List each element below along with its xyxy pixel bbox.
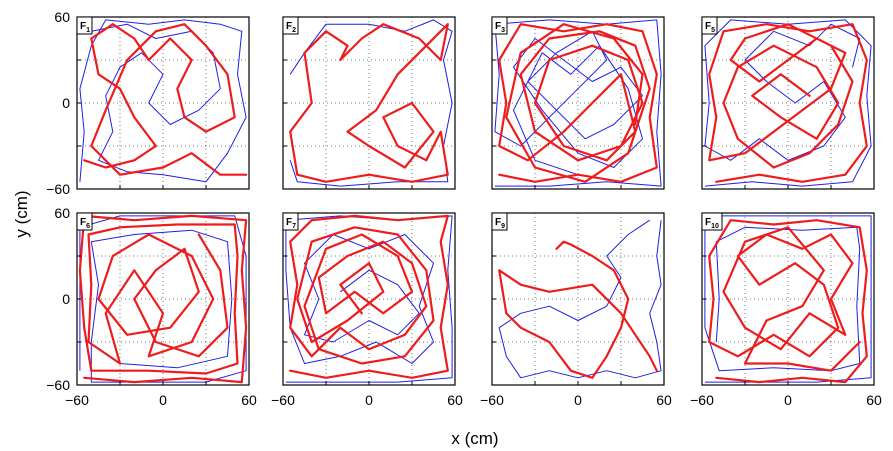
- x-tick-label: 60: [241, 392, 257, 408]
- panel-label-box: [701, 212, 723, 231]
- y-tick-label: 0: [62, 291, 70, 307]
- panel-F7: F7: [282, 212, 456, 386]
- panel-F1: F1: [76, 16, 250, 190]
- y-tick-label: 60: [54, 9, 70, 25]
- panel-label-subscript: 10: [711, 223, 719, 230]
- panel-label-subscript: 1: [86, 27, 90, 34]
- x-tick-label: −60: [65, 392, 89, 408]
- y-tick-label: 60: [54, 205, 70, 221]
- y-axis-label: y (cm): [12, 190, 31, 237]
- panel-F5: F5: [701, 16, 875, 190]
- trajectory-thin: [704, 19, 872, 187]
- trajectory-thick: [498, 23, 658, 183]
- panel-frame: [491, 212, 665, 386]
- panel-label-subscript: 3: [501, 27, 505, 34]
- x-tick-label: −60: [480, 392, 504, 408]
- panel-label-box: [76, 16, 93, 35]
- trajectory-thick: [708, 23, 868, 183]
- panel-label-box: [491, 16, 508, 35]
- trajectory-thin: [289, 19, 453, 187]
- panel-F3: F3: [491, 16, 665, 190]
- y-tick-label: 0: [62, 95, 70, 111]
- panel-label-subscript: 6: [86, 223, 90, 230]
- panel-label: F7: [286, 217, 296, 230]
- trajectory-thick: [289, 214, 449, 379]
- trajectory-thin: [494, 19, 662, 187]
- panel-label: F3: [495, 21, 505, 34]
- panel-label-box: [76, 212, 93, 231]
- trajectory-thin: [498, 219, 662, 379]
- panel-F6: F6: [76, 212, 250, 386]
- panel-label-box: [491, 212, 508, 231]
- panel-label-subscript: 5: [711, 27, 715, 34]
- trajectory-thin: [285, 215, 453, 383]
- panel-F9: F9: [491, 212, 665, 386]
- trajectory-thick: [78, 214, 248, 384]
- trajectory-thick: [289, 23, 449, 183]
- panel-label-box: [282, 212, 299, 231]
- panel-label-subscript: 7: [292, 223, 296, 230]
- panel-label: F5: [705, 21, 715, 34]
- panel-label-box: [282, 16, 299, 35]
- panel-label-box: [701, 16, 718, 35]
- panel-label: F1: [80, 21, 90, 34]
- x-tick-label: 60: [866, 392, 882, 408]
- x-tick-label: 0: [365, 392, 373, 408]
- y-tick-label: −60: [46, 377, 70, 393]
- panel-F2: F2: [282, 16, 456, 190]
- x-tick-label: −60: [690, 392, 714, 408]
- y-tick-label: −60: [46, 181, 70, 197]
- x-axis-label: x (cm): [451, 429, 498, 448]
- x-tick-labels: −60 0 60 −60 0 60 −60 0 60 −60 0 60: [65, 392, 882, 408]
- panel-F10: F10: [701, 212, 875, 386]
- x-tick-label: 0: [574, 392, 582, 408]
- x-tick-label: 60: [656, 392, 672, 408]
- trajectory-thick: [83, 23, 248, 176]
- y-tick-labels: −60 0 60 −60 0 60: [46, 9, 70, 393]
- panel-label-subscript: 9: [501, 223, 505, 230]
- x-tick-label: −60: [271, 392, 295, 408]
- panel-frame: [701, 16, 875, 190]
- panel-label: F6: [80, 217, 90, 230]
- panels-group: F1 F2 F3 F5 F6 F7 F9 F10: [76, 16, 875, 386]
- x-tick-label: 0: [784, 392, 792, 408]
- trajectory-thin: [704, 215, 872, 383]
- trajectory-thick: [708, 219, 868, 384]
- panel-label: F2: [286, 21, 296, 34]
- panel-label: F9: [495, 217, 505, 230]
- x-tick-label: 0: [159, 392, 167, 408]
- panel-frame: [76, 16, 250, 190]
- x-tick-label: 60: [447, 392, 463, 408]
- panel-label-subscript: 2: [292, 27, 296, 34]
- trajectory-thick: [498, 240, 658, 379]
